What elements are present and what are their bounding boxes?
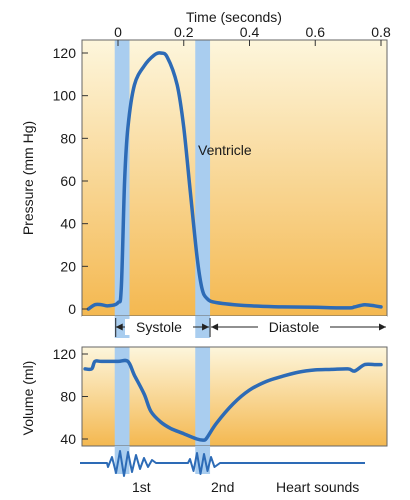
pressure-tick-label-1: 0 [68,301,76,317]
pressure-panel: 0 0.2 0.4 0.6 0.8 0 20 40 60 80 100 120 Time (seco… [20,9,391,317]
systole-label: Systole [136,319,182,335]
volume-tick-label-2: 80 [60,389,76,405]
volume-panel: 40 80 120 Volume (ml) [20,346,388,447]
volume-tick-label-1: 40 [60,431,76,447]
phase-label-backing-systole [125,319,193,335]
pressure-band-2 [195,40,211,316]
pressure-tick-label-2: 20 [60,258,76,274]
heart-sounds-strip: 1st 2nd Heart sounds [80,446,365,495]
pressure-tick-label-7: 120 [53,45,77,61]
volume-axis-ticks: 40 80 120 [53,346,88,447]
phase-label-backing-diastole [258,319,330,335]
x-tick-label-5: 0.8 [371,24,391,40]
diastole-arrow-head-right [379,323,386,331]
volume-tick-label-3: 120 [53,346,77,362]
ventricle-annotation: Ventricle [198,142,252,158]
diastole-label: Diastole [269,319,320,335]
pressure-tick-label-5: 80 [60,130,76,146]
pressure-tick-label-6: 100 [53,88,77,104]
pressure-tick-label-4: 60 [60,173,76,189]
heart-sounds-trace [80,450,365,477]
systole-arrow-head-right [202,323,210,331]
volume-axis-label: Volume (ml) [20,361,36,436]
pressure-axis-ticks: 0 20 40 60 80 100 120 [53,45,88,317]
pressure-axis-label: Pressure (mm Hg) [20,121,36,235]
pressure-valve-bands [114,40,211,316]
volume-valve-bands [114,347,211,446]
time-axis-label: Time (seconds) [186,9,282,25]
x-tick-label-4: 0.6 [306,24,326,40]
x-tick-label-2: 0.2 [174,24,194,40]
x-tick-label-3: 0.4 [240,24,260,40]
time-axis-ticks: 0 0.2 0.4 0.6 0.8 [114,24,391,46]
volume-band-2 [195,347,211,446]
ventricle-pressure-line [86,51,383,311]
heart-sounds-label: Heart sounds [276,479,359,495]
systole-arrow-head-left [115,323,123,331]
first-heart-sound-label: 1st [132,479,151,495]
x-tick-label-1: 0 [114,24,122,40]
diastole-arrow-head-left [211,323,219,331]
second-heart-sound-label: 2nd [211,479,234,495]
volume-band-1 [114,347,130,446]
pressure-band-1 [114,40,130,316]
pressure-tick-label-3: 40 [60,216,76,232]
volume-plot-background [82,347,387,446]
ventricle-volume-line [83,358,383,442]
phase-bar: Systole Diastole [82,316,387,338]
